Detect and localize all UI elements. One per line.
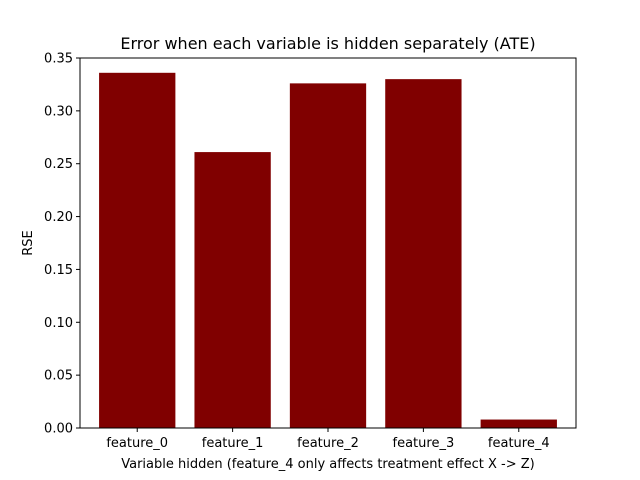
x-tick-label-feature_2: feature_2	[297, 436, 359, 451]
bar-feature_4	[480, 419, 557, 428]
y-tick-label: 0.10	[44, 316, 73, 331]
x-axis: feature_0 feature_1 feature_2 feature_3 feat…	[106, 428, 550, 451]
bars-group	[99, 72, 557, 429]
y-tick-label: 0.35	[44, 52, 73, 67]
y-tick-label: 0.20	[44, 210, 73, 225]
plot-frame	[79, 57, 577, 429]
y-tick-label: 0.30	[44, 104, 73, 119]
bar-feature_2	[289, 83, 367, 428]
y-tick-label: 0.00	[44, 422, 73, 437]
x-tick-label-feature_4: feature_4	[488, 436, 550, 451]
x-tick-label-feature_0: feature_0	[106, 436, 168, 451]
bar-feature_3	[385, 79, 462, 429]
y-axis: 0.00 0.05 0.10 0.15 0.20 0.25 0.30 0.35	[44, 52, 80, 437]
chart-title: Error when each variable is hidden separ…	[120, 34, 535, 53]
y-axis-title: RSE	[21, 230, 36, 256]
y-tick-label: 0.05	[44, 369, 73, 384]
bar-feature_0	[99, 72, 176, 429]
y-tick-label: 0.15	[44, 263, 73, 278]
x-tick-label-feature_3: feature_3	[393, 436, 455, 451]
x-axis-title: Variable hidden (feature_4 only affects …	[121, 457, 535, 472]
y-tick-label: 0.25	[44, 157, 73, 172]
x-tick-label-feature_1: feature_1	[202, 436, 264, 451]
bar-feature_1	[194, 152, 271, 429]
